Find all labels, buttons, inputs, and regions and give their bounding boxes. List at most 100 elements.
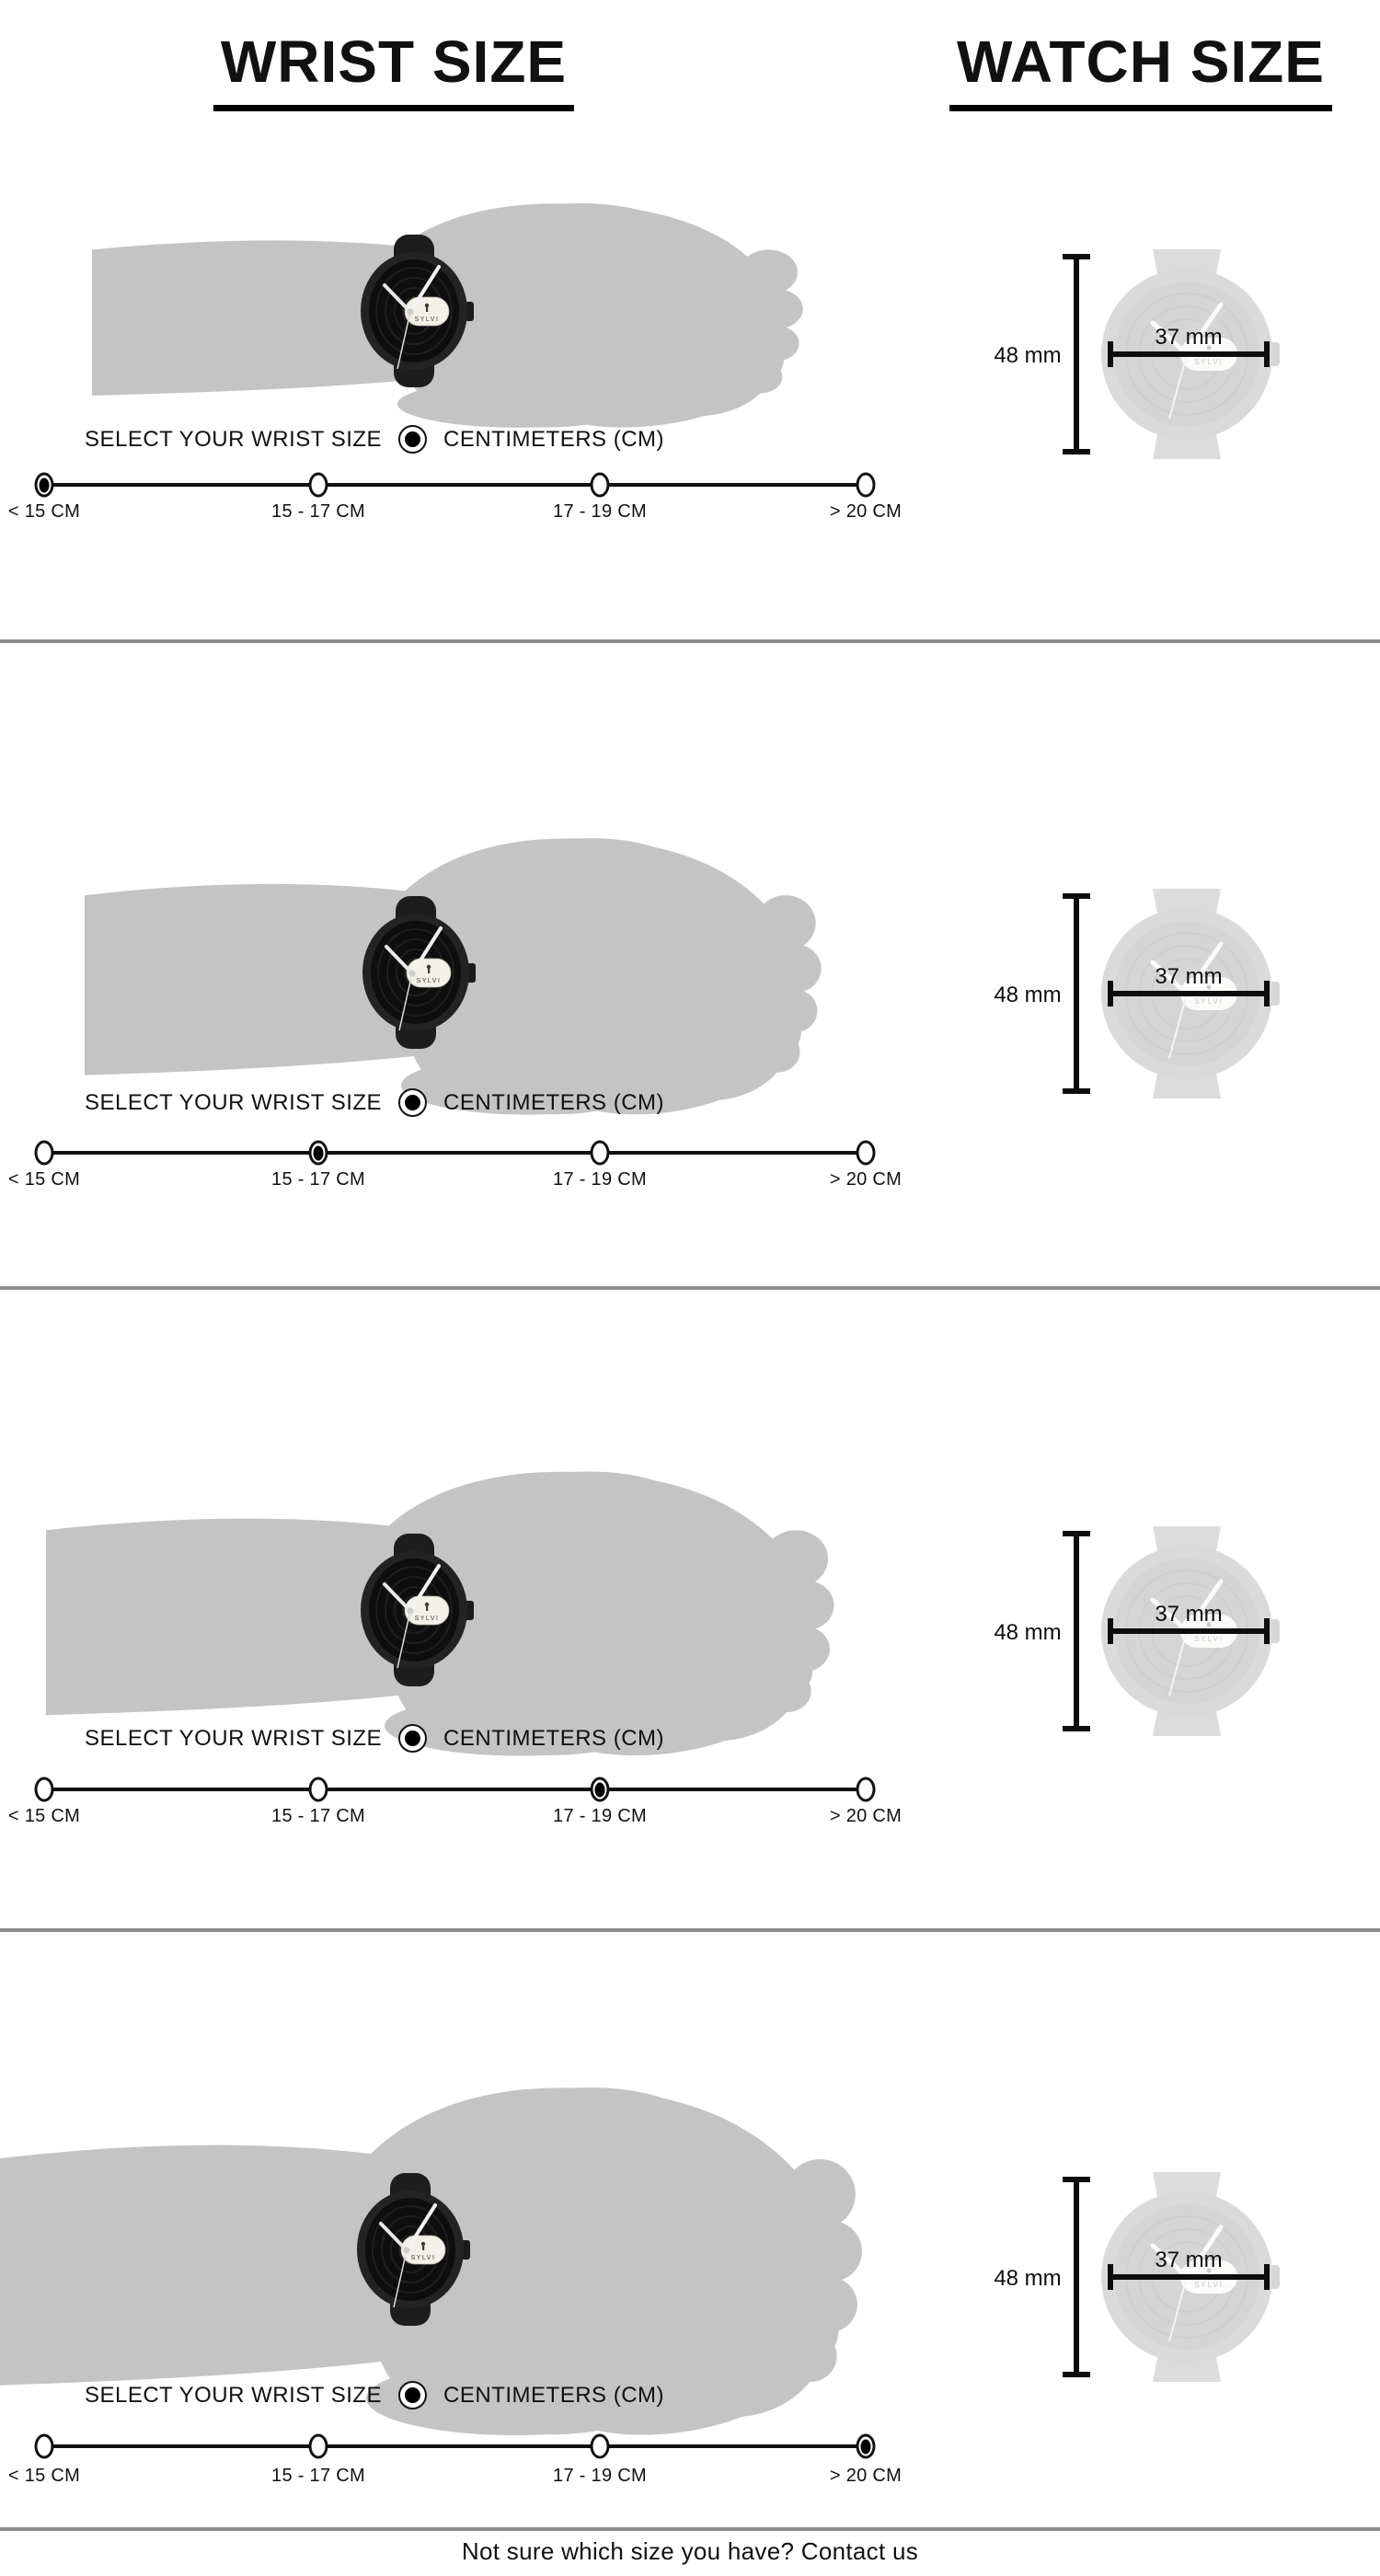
ghost-brand-label: SYLVI (1194, 358, 1224, 366)
brand-logo-icon (424, 303, 430, 308)
slider-stop-under-15cm[interactable] (34, 1777, 54, 1802)
slider-stop-15-17cm[interactable] (308, 1777, 328, 1802)
watch-size-diagram: SYLVI 48 mm 37 mm (994, 2172, 1280, 2382)
brand-label: SYLVI (415, 1616, 440, 1622)
slider-option-label: < 15 CM (7, 1169, 81, 1190)
brand-label: SYLVI (415, 316, 440, 323)
footer: Not sure which size you have? Contact us (0, 2537, 1380, 2566)
slider-option-label: 17 - 19 CM (553, 501, 647, 522)
selected-dot-icon (39, 477, 50, 492)
ghost-second-hand (1168, 993, 1188, 1059)
second-hand (398, 972, 413, 1031)
ghost-minute-hand (1184, 1579, 1224, 1634)
hands-pivot (407, 1607, 414, 1615)
width-measure-bar (1108, 1618, 1270, 1644)
slider-stop-over-20cm[interactable] (856, 472, 876, 498)
brand-logo-icon (420, 2241, 426, 2247)
centimeters-radio[interactable] (398, 425, 428, 454)
hour-hand (385, 945, 414, 975)
slider-stop-under-15cm[interactable] (34, 472, 54, 498)
contact-us-link[interactable]: Contact us (800, 2537, 919, 2565)
brand-label: SYLVI (417, 978, 442, 984)
wrist-watch-image: SYLVI (357, 2173, 470, 2326)
slider-track (44, 2444, 866, 2448)
slider-stop-17-19cm[interactable] (590, 2433, 610, 2459)
slider-stop-15-17cm[interactable] (308, 2433, 328, 2459)
minute-hand (408, 265, 441, 314)
centimeters-radio[interactable] (398, 1088, 428, 1117)
slider-option-label: > 20 CM (829, 1169, 903, 1190)
height-measure-bar (1063, 1531, 1090, 1731)
select-wrist-size-label: SELECT YOUR WRIST SIZE (84, 1089, 383, 1115)
ghost-brand-label: SYLVI (1194, 1635, 1224, 1643)
slider-stop-15-17cm[interactable] (308, 472, 328, 498)
select-wrist-size-line: SELECT YOUR WRIST SIZE CENTIMETERS (CM) (85, 2381, 664, 2409)
slider-option-label: > 20 CM (829, 1806, 903, 1826)
slider-option-label: 15 - 17 CM (271, 2466, 365, 2486)
slider-option-label: 15 - 17 CM (271, 1169, 365, 1190)
slider-stop-over-20cm[interactable] (856, 2433, 876, 2459)
footer-divider (0, 2527, 1380, 2531)
height-measure-bar (1063, 254, 1090, 454)
wrist-watch-image: SYLVI (361, 1534, 474, 1686)
size-row-20-cm: SYLVI SELECT YOUR WRIST SIZE CENTIMETERS… (0, 1930, 1380, 2527)
width-measure-bar (1108, 2264, 1270, 2290)
hands-pivot (407, 308, 414, 316)
slider-track (44, 483, 866, 487)
size-row-17-19-cm: SYLVI SELECT YOUR WRIST SIZE CENTIMETERS… (0, 1288, 1380, 1928)
centimeters-label: CENTIMETERS (CM) (443, 426, 665, 452)
ghost-minute-hand (1184, 941, 1224, 996)
row-divider (0, 639, 1380, 643)
centimeters-radio[interactable] (398, 2381, 428, 2409)
wrist-watch-image: SYLVI (361, 235, 474, 387)
slider-track (44, 1151, 866, 1155)
centimeters-radio[interactable] (398, 1724, 428, 1753)
watch-size-title: WATCH SIZE (949, 28, 1332, 111)
row-divider (0, 1928, 1380, 1932)
ghost-hour-hand (1150, 2243, 1190, 2280)
height-measurement-label: 48 mm (994, 983, 1061, 1007)
slider-stop-17-19cm[interactable] (590, 1140, 610, 1166)
slider-option-label: 17 - 19 CM (553, 1806, 647, 1826)
slider-stop-over-20cm[interactable] (856, 1777, 876, 1802)
ghost-brand-label: SYLVI (1194, 997, 1224, 1006)
ghost-second-hand (1168, 353, 1188, 420)
watch-size-diagram: SYLVI 48 mm 37 mm (994, 249, 1280, 459)
width-measurement-label: 37 mm (1155, 1602, 1222, 1627)
ghost-minute-hand (1184, 302, 1224, 357)
select-wrist-size-line: SELECT YOUR WRIST SIZE CENTIMETERS (CM) (85, 1088, 664, 1117)
wrist-size-title: WRIST SIZE (213, 28, 575, 111)
slider-stop-17-19cm[interactable] (590, 472, 610, 498)
slider-option-label: < 15 CM (7, 1806, 81, 1826)
watch-size-diagram: SYLVI 48 mm 37 mm (994, 1526, 1280, 1736)
hour-hand (379, 2222, 408, 2252)
select-wrist-size-label: SELECT YOUR WRIST SIZE (84, 1725, 383, 1751)
select-wrist-size-label: SELECT YOUR WRIST SIZE (84, 426, 383, 452)
width-measure-bar (1108, 341, 1270, 367)
radio-dot-icon (405, 1731, 421, 1746)
height-measurement-label: 48 mm (994, 343, 1061, 368)
wrist-watch-image: SYLVI (362, 896, 476, 1049)
brand-label: SYLVI (411, 2255, 436, 2261)
slider-stop-17-19cm[interactable] (590, 1777, 610, 1802)
minute-hand (408, 1564, 441, 1613)
hands-pivot (403, 2247, 410, 2254)
brand-logo-icon (424, 1602, 430, 1607)
height-measure-bar (1063, 2177, 1090, 2377)
slider-option-label: > 20 CM (829, 501, 903, 522)
select-wrist-size-label: SELECT YOUR WRIST SIZE (84, 2382, 383, 2408)
ghost-hour-hand (1150, 320, 1190, 357)
hands-pivot (408, 970, 416, 977)
slider-stop-over-20cm[interactable] (856, 1140, 876, 1166)
width-measurement-label: 37 mm (1155, 2248, 1222, 2272)
slider-option-label: < 15 CM (7, 2466, 81, 2486)
second-hand (397, 1610, 411, 1669)
height-measurement-label: 48 mm (994, 2266, 1061, 2291)
slider-stop-under-15cm[interactable] (34, 2433, 54, 2459)
slider-stop-15-17cm[interactable] (308, 1140, 328, 1166)
slider-stop-under-15cm[interactable] (34, 1140, 54, 1166)
select-wrist-size-line: SELECT YOUR WRIST SIZE CENTIMETERS (CM) (85, 425, 664, 454)
centimeters-label: CENTIMETERS (CM) (443, 1089, 665, 1115)
ghost-second-hand (1168, 2276, 1188, 2342)
